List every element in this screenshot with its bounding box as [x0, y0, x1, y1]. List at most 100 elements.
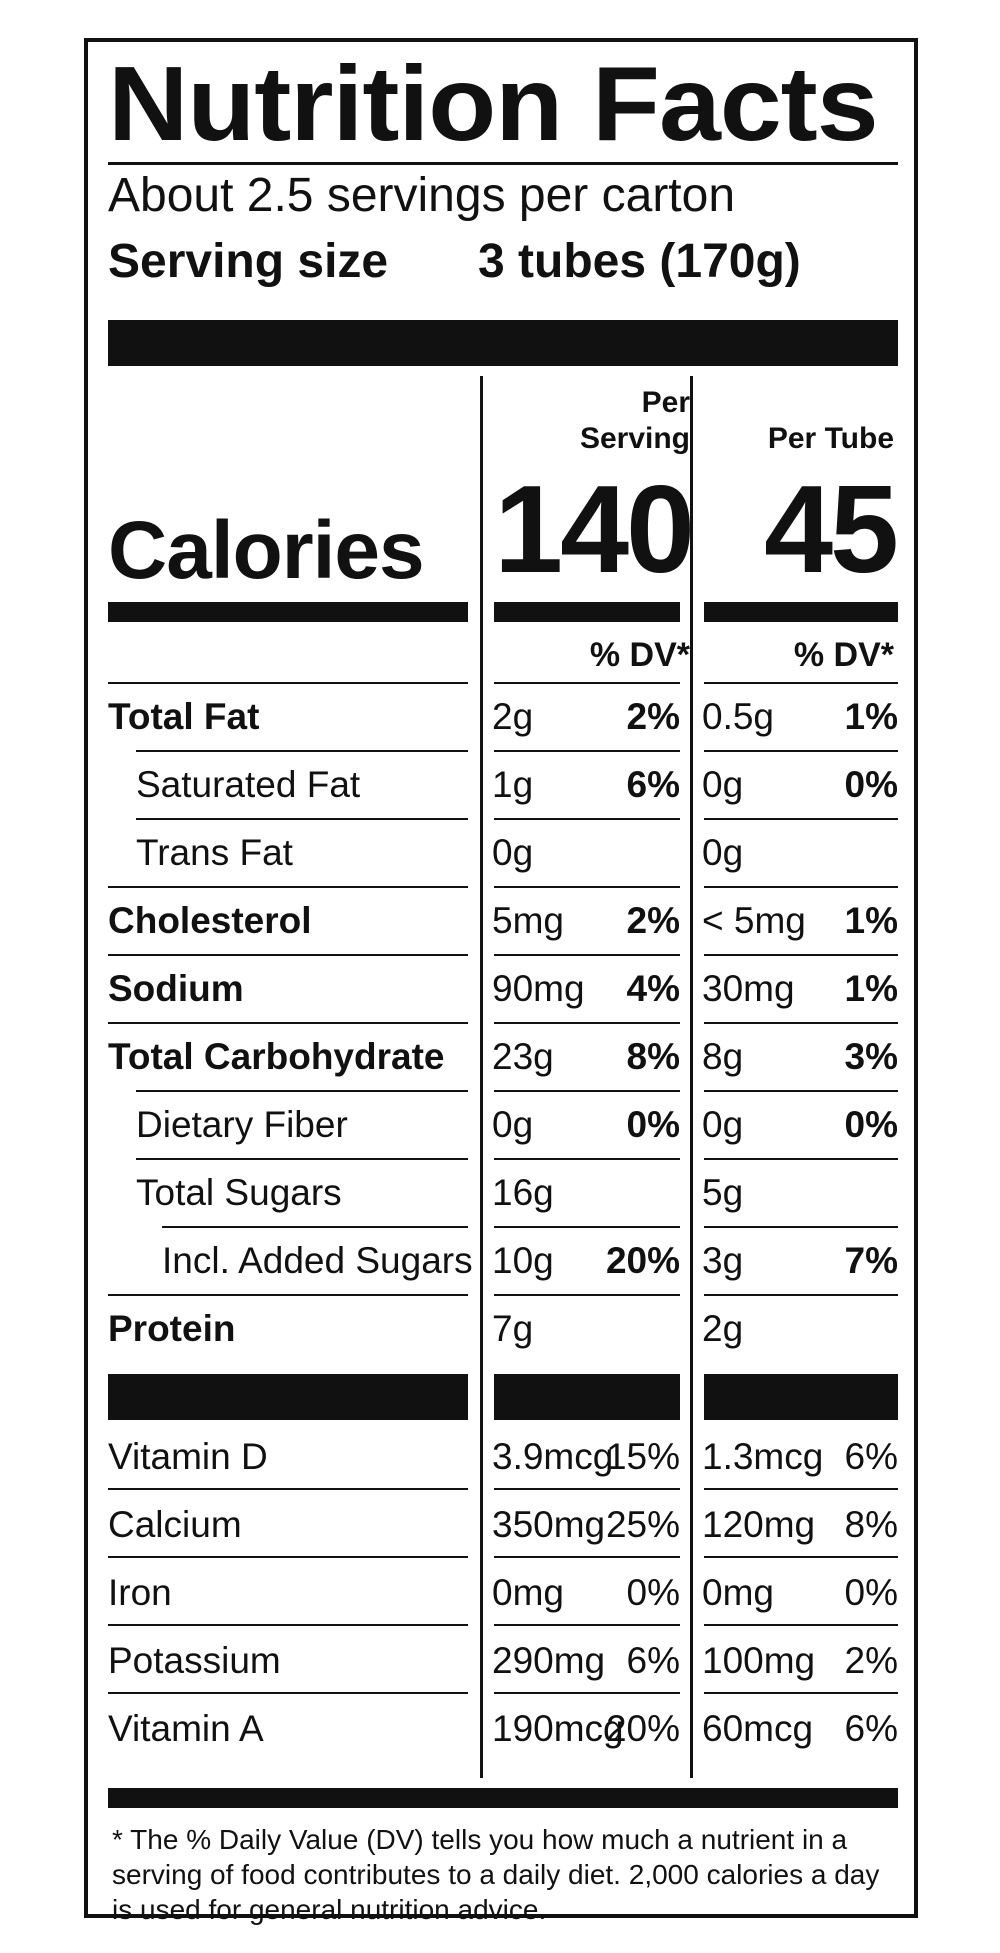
tube-amount: 0g: [702, 832, 744, 873]
vitamin-tube-amount: 0mg: [702, 1572, 774, 1613]
serving-amount: 23g: [492, 1036, 554, 1077]
servings-per-container: About 2.5 servings per carton: [108, 169, 736, 222]
vitamin-rule-right: [704, 1692, 898, 1694]
nutrient-name: Total Sugars: [136, 1172, 342, 1213]
per-serving-header-line2: Serving: [579, 422, 690, 455]
vitamin-serving-amount: 0mg: [492, 1572, 564, 1613]
tube-amount: 2g: [702, 1308, 744, 1349]
nutrition-facts-label: Nutrition Facts About 2.5 servings per c…: [84, 38, 918, 1925]
nutrient-rule: [136, 1158, 468, 1160]
vitamin-bar-right: [704, 1374, 898, 1420]
vitamin-serving-amount: 350mg: [492, 1504, 606, 1545]
calories-per-serving: 140: [494, 461, 695, 599]
nutrient-rule-mid: [494, 1226, 680, 1228]
tube-amount: 0.5g: [702, 696, 775, 737]
calories-bar-mid: [494, 602, 680, 622]
vitamin-name: Calcium: [108, 1504, 242, 1545]
column-divider-1: [480, 376, 483, 1778]
vitamin-name: Vitamin D: [108, 1436, 268, 1477]
label-title: Nutrition Facts: [108, 45, 879, 163]
dv-header-tube: % DV*: [793, 636, 894, 674]
tube-dv: 1%: [844, 968, 898, 1009]
nutrient-rule-top-right: [704, 682, 898, 684]
serving-amount: 7g: [492, 1308, 534, 1349]
nutrient-name: Incl. Added Sugars: [162, 1240, 473, 1281]
vitamin-rule-left: [108, 1624, 468, 1626]
nutrient-rule-right: [704, 1158, 898, 1160]
vitamin-tube-dv: 6%: [844, 1708, 898, 1749]
tube-amount: 0g: [702, 764, 744, 805]
tube-dv: 1%: [844, 900, 898, 941]
vitamin-rule-mid: [494, 1624, 680, 1626]
vitamin-name: Potassium: [108, 1640, 281, 1681]
thick-bar-bottom: [108, 1788, 898, 1808]
nutrient-rule-right: [704, 954, 898, 956]
nutrient-rule: [136, 818, 468, 820]
nutrient-rule: [136, 750, 468, 752]
calories-per-tube: 45: [764, 461, 899, 599]
vitamin-rule-mid: [494, 1556, 680, 1558]
nutrient-name: Protein: [108, 1308, 236, 1349]
vitamin-tube-amount: 100mg: [702, 1640, 816, 1681]
vitamin-serving-dv: 25%: [605, 1504, 680, 1545]
nutrient-rule-mid: [494, 1022, 680, 1024]
per-serving-header-line1: Per: [641, 386, 690, 419]
vitamin-serving-dv: 15%: [605, 1436, 680, 1477]
nutrient-rule-right: [704, 1022, 898, 1024]
thick-bar-top: [108, 320, 898, 366]
vitamin-rule-mid: [494, 1488, 680, 1490]
nutrient-rule: [108, 1294, 468, 1296]
serving-amount: 16g: [492, 1172, 554, 1213]
vitamin-rule-left: [108, 1556, 468, 1558]
nutrient-rule-top-left: [108, 682, 468, 684]
vitamin-tube-dv: 0%: [844, 1572, 898, 1613]
vitamin-serving-dv: 0%: [626, 1572, 680, 1613]
vitamin-rule-right: [704, 1624, 898, 1626]
calories-bar-left: [108, 602, 468, 622]
tube-amount: 8g: [702, 1036, 744, 1077]
vitamin-tube-amount: 60mcg: [702, 1708, 814, 1749]
vitamin-tube-dv: 2%: [844, 1640, 898, 1681]
nutrient-rule-right: [704, 1294, 898, 1296]
serving-dv: 6%: [626, 764, 680, 805]
serving-size-value: 3 tubes (170g): [478, 235, 801, 288]
serving-dv: 20%: [605, 1240, 680, 1281]
serving-amount: 0g: [492, 1104, 534, 1145]
column-divider-2: [690, 376, 693, 1778]
tube-dv: 7%: [844, 1240, 898, 1281]
tube-amount: < 5mg: [702, 900, 806, 941]
nutrient-rule-right: [704, 1226, 898, 1228]
vitamin-bar-left: [108, 1374, 468, 1420]
nutrient-name: Cholesterol: [108, 900, 312, 941]
serving-amount: 90mg: [492, 968, 585, 1009]
tube-amount: 3g: [702, 1240, 744, 1281]
nutrient-name: Total Carbohydrate: [108, 1036, 445, 1077]
nutrient-rule: [108, 886, 468, 888]
vitamin-serving-dv: 20%: [605, 1708, 680, 1749]
nutrient-rule-top-mid: [494, 682, 680, 684]
vitamin-tube-amount: 1.3mcg: [702, 1436, 824, 1477]
nutrient-rule-mid: [494, 886, 680, 888]
nutrient-name: Dietary Fiber: [136, 1104, 348, 1145]
vitamin-name: Iron: [108, 1572, 172, 1613]
nutrient-rule-mid: [494, 1158, 680, 1160]
dv-header-serving: % DV*: [589, 636, 690, 674]
vitamin-rule-left: [108, 1488, 468, 1490]
nutrient-name: Total Fat: [108, 696, 260, 737]
serving-dv: 0%: [626, 1104, 680, 1145]
calories-label: Calories: [108, 505, 425, 596]
vitamin-serving-amount: 290mg: [492, 1640, 606, 1681]
tube-dv: 0%: [844, 764, 898, 805]
nutrient-rule-right: [704, 750, 898, 752]
nutrient-rule-mid: [494, 818, 680, 820]
serving-dv: 4%: [626, 968, 680, 1009]
vitamin-rule-right: [704, 1488, 898, 1490]
nutrient-rule: [108, 1022, 468, 1024]
serving-amount: 0g: [492, 832, 534, 873]
vitamin-rule-mid: [494, 1692, 680, 1694]
vitamin-tube-amount: 120mg: [702, 1504, 816, 1545]
nutrient-rule: [108, 954, 468, 956]
nutrient-name: Saturated Fat: [136, 764, 361, 805]
tube-amount: 5g: [702, 1172, 744, 1213]
title-rule: [108, 162, 898, 165]
